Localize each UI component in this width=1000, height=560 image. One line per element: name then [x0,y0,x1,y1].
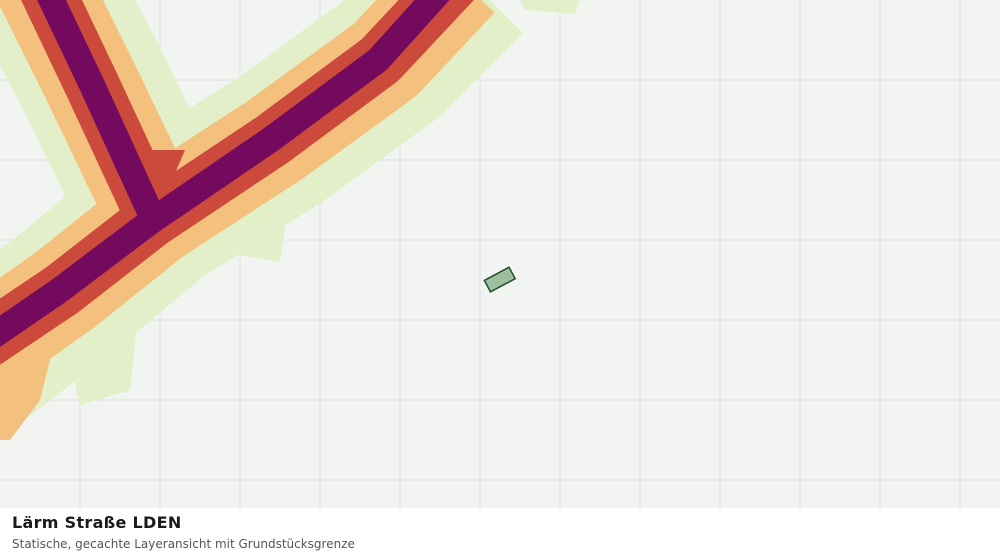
noise-layer [0,0,580,440]
noise-patch [230,215,285,262]
map-title: Lärm Straße LDEN [12,513,182,532]
parcel-boundary[interactable] [483,266,517,293]
caption: Lärm Straße LDEN Statische, gecachte Lay… [0,508,1000,560]
map [0,0,1000,508]
noise-patch [520,0,580,14]
map-subtitle: Statische, gecachte Layeransicht mit Gru… [12,537,355,551]
noise-band-very-high [0,0,450,348]
